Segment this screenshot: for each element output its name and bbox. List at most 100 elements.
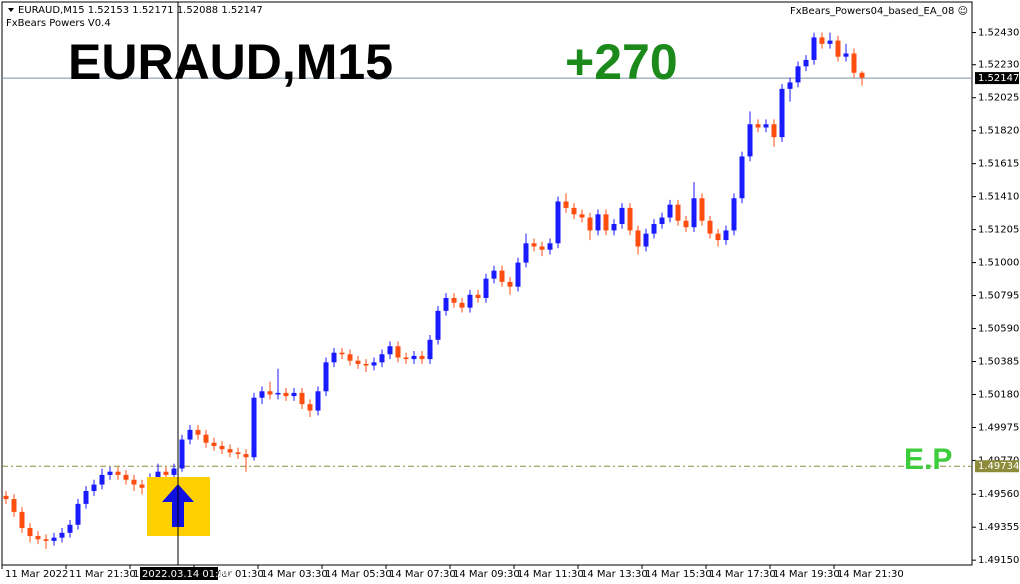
y-tick-label: 1.52025	[978, 93, 1019, 104]
result-label: +270	[565, 34, 678, 90]
candle-body	[851, 53, 857, 73]
candle-body	[835, 40, 841, 57]
candle-body	[483, 278, 489, 298]
candle-body	[555, 201, 561, 244]
candle-body	[707, 220, 713, 234]
candle-body	[491, 270, 497, 279]
candle-body	[347, 354, 353, 361]
y-tick-label: 1.49150	[978, 555, 1019, 566]
y-tick-label: 1.52430	[978, 28, 1019, 39]
y-tick-label: 1.50795	[978, 291, 1019, 302]
candle-body	[251, 397, 257, 458]
candle-body	[155, 471, 161, 479]
current-price-label: 1.52147	[978, 73, 1019, 84]
candle-body	[611, 223, 617, 231]
x-tick-label: 14 Mar 11:30	[517, 569, 584, 580]
candle-body	[435, 310, 441, 340]
candle-body	[795, 66, 801, 83]
candle-body	[203, 434, 209, 443]
x-tick-label: 11 Mar 2022	[5, 569, 68, 580]
candle-body	[755, 124, 761, 128]
candle-body	[587, 217, 593, 231]
candle-body	[387, 346, 393, 355]
candle-body	[243, 454, 249, 458]
candle-body	[171, 468, 177, 475]
candle-body	[443, 297, 449, 311]
candle-body	[475, 294, 481, 298]
candle-body	[275, 392, 281, 395]
candle-body	[827, 40, 833, 44]
candle-body	[459, 302, 465, 308]
y-tick-label: 1.50180	[978, 389, 1019, 400]
candle-body	[699, 198, 705, 221]
candle-body	[99, 474, 105, 485]
candle-body	[363, 363, 369, 366]
candle-body	[107, 471, 113, 475]
candle-body	[131, 479, 137, 485]
x-tick-label: 14 Mar 01:30	[197, 569, 264, 580]
candle-body	[523, 243, 529, 263]
x-tick-label: 14 Mar 09:30	[453, 569, 520, 580]
x-tick-label: 14 Mar 05:30	[325, 569, 392, 580]
candle-body	[339, 352, 345, 355]
candle-body	[499, 270, 505, 282]
candle-body	[3, 495, 9, 500]
plot-area	[2, 32, 972, 549]
candle-body	[547, 243, 553, 250]
y-tick-label: 1.50590	[978, 324, 1019, 335]
x-tick-label: 11 Mar 21:30	[69, 569, 136, 580]
candle-body	[651, 223, 657, 234]
candle-body	[627, 207, 633, 231]
candle-body	[467, 294, 473, 308]
entry-price-label: 1.49734	[978, 461, 1019, 472]
candle-body	[379, 354, 385, 363]
candle-body	[419, 355, 425, 360]
x-tick-label: 14 Mar 03:30	[261, 569, 328, 580]
x-tick-label: 14 Mar 13:30	[581, 569, 648, 580]
y-tick-label: 1.50385	[978, 357, 1019, 368]
candle-body	[27, 528, 33, 537]
current-price-box	[975, 72, 1019, 85]
candle-body	[315, 391, 321, 411]
y-tick-label: 1.51205	[978, 225, 1019, 236]
candle-body	[115, 471, 121, 475]
candle-body	[659, 217, 665, 224]
candle-body	[395, 346, 401, 358]
x-tick-label: 14 Mar 07:30	[389, 569, 456, 580]
candle-body	[323, 362, 329, 392]
candle-body	[43, 539, 49, 541]
candle-body	[531, 243, 537, 247]
y-tick-label: 1.51820	[978, 126, 1019, 137]
indicator-name: FxBears Powers V0.4	[6, 18, 111, 29]
candle-body	[451, 297, 457, 303]
entry-label: E.P	[904, 443, 952, 476]
symbol-info: EURAUD,M15 1.52153 1.52171 1.52088 1.521…	[18, 5, 263, 16]
candle-body	[211, 442, 217, 446]
candle-body	[603, 214, 609, 231]
candle-body	[859, 72, 865, 78]
candle-body	[563, 201, 569, 208]
candle-body	[371, 362, 377, 366]
candle-body	[59, 532, 65, 538]
candle-body	[83, 491, 89, 504]
candle-body	[683, 220, 689, 228]
candle-body	[195, 429, 201, 435]
candle-body	[747, 124, 753, 157]
candle-body	[843, 53, 849, 57]
y-tick-label: 1.51000	[978, 258, 1019, 269]
candle-body	[227, 449, 233, 453]
candle-body	[539, 246, 545, 250]
candle-body	[283, 392, 289, 397]
y-tick-label: 1.52230	[978, 60, 1019, 71]
candle-body	[11, 499, 17, 512]
candle-body	[571, 207, 577, 215]
candle-body	[411, 355, 417, 360]
menu-triangle[interactable]	[8, 8, 14, 12]
x-tick-label: 14 Mar 15:30	[645, 569, 712, 580]
candle-body	[355, 360, 361, 364]
candle-body	[763, 124, 769, 128]
candle-body	[331, 352, 337, 363]
candle-body	[667, 204, 673, 218]
candle-body	[179, 439, 185, 469]
